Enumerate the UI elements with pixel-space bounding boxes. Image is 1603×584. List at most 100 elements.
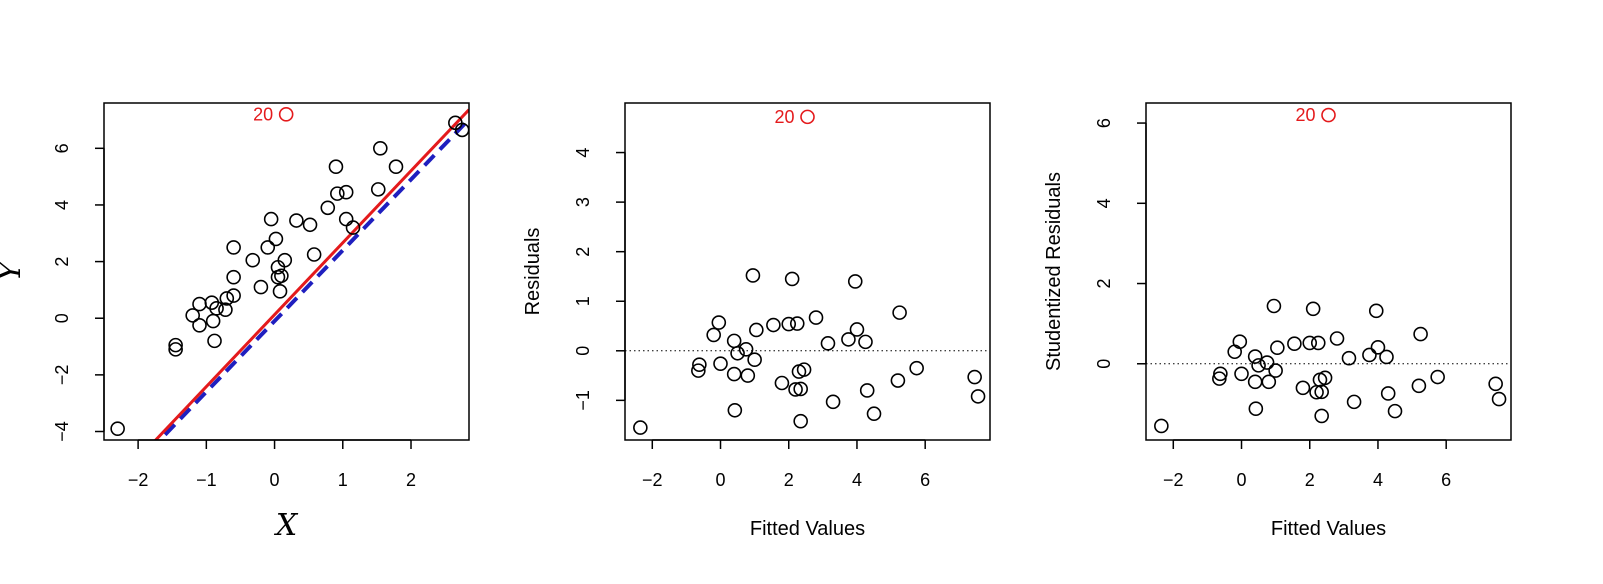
data-point <box>226 269 241 285</box>
data-point <box>1329 331 1345 346</box>
y-tick-label: 1 <box>573 296 593 306</box>
data-point <box>1259 355 1275 370</box>
x-tick-label: 1 <box>338 470 348 490</box>
data-point <box>1314 408 1329 424</box>
data-point <box>793 413 808 429</box>
data-point <box>1154 418 1169 434</box>
data-point <box>738 342 754 357</box>
data-point <box>711 315 727 330</box>
y-tick-label: 2 <box>52 257 72 267</box>
y-tick-label: −2 <box>52 365 72 386</box>
y-tick-label: 0 <box>52 313 72 323</box>
data-point <box>338 184 354 200</box>
data-point <box>1368 303 1384 319</box>
y-tick-label: 6 <box>1094 118 1114 128</box>
data-point <box>1380 386 1396 401</box>
data-point <box>330 186 345 201</box>
data-point <box>1491 391 1507 407</box>
x-tick-label: −2 <box>642 470 663 490</box>
x-tick-label: 4 <box>852 470 862 490</box>
x-tick-label: 2 <box>406 470 416 490</box>
data-point <box>866 406 882 422</box>
outlier-label: 20 <box>253 104 273 124</box>
panel-3: 20 −2 0 2 4 6 0 2 4 6 Fitted Values Studentized Res… <box>1043 102 1512 540</box>
outlier-label: 20 <box>774 107 794 127</box>
data-point <box>1430 369 1445 385</box>
data-point <box>1266 298 1282 314</box>
data-point <box>692 357 707 372</box>
data-point <box>345 220 361 235</box>
data-point <box>302 217 318 233</box>
data-point <box>730 345 745 361</box>
data-point <box>207 333 222 349</box>
data-point <box>774 375 790 391</box>
data-point <box>796 362 812 377</box>
data-point <box>1232 334 1248 350</box>
data-point <box>274 268 289 284</box>
data-point <box>1362 347 1377 363</box>
x-tick-label: −2 <box>1163 470 1184 490</box>
data-point <box>892 305 907 320</box>
y-tick-label: 4 <box>1094 198 1114 208</box>
data-point <box>970 389 986 404</box>
data-point <box>749 322 764 338</box>
y-axis-title: Studentized Residuals <box>1043 172 1065 371</box>
data-point <box>740 368 756 383</box>
data-point <box>1261 374 1277 390</box>
data-point <box>1213 366 1228 382</box>
data-point <box>849 322 865 337</box>
data-point <box>277 252 293 268</box>
y-tick-label: 4 <box>573 148 593 158</box>
data-point <box>793 381 808 397</box>
x-tick-label: 0 <box>716 470 726 490</box>
data-point <box>847 274 863 289</box>
data-point <box>338 211 354 227</box>
data-point <box>373 141 388 156</box>
data-point <box>825 394 841 410</box>
y-tick-label: 6 <box>52 143 72 153</box>
data-point <box>320 200 336 216</box>
data-point <box>726 333 742 349</box>
data-point <box>789 316 805 331</box>
data-point <box>1317 370 1333 386</box>
data-point <box>226 240 241 255</box>
data-point <box>263 211 279 227</box>
data-point <box>1387 403 1403 419</box>
data-point <box>192 318 207 333</box>
x-tick-label: 2 <box>784 470 794 490</box>
outlier-point <box>800 109 815 125</box>
y-tick-label: −4 <box>52 421 72 442</box>
data-point <box>110 421 125 436</box>
outlier-label: 20 <box>1295 105 1315 125</box>
data-point <box>260 240 276 255</box>
data-point <box>1310 335 1326 351</box>
y-tick-label: 0 <box>1094 359 1114 369</box>
data-point <box>967 369 982 385</box>
data-point <box>289 213 304 228</box>
data-point <box>268 231 284 247</box>
data-point <box>706 327 721 343</box>
data-point <box>1346 394 1362 410</box>
data-point <box>745 268 761 283</box>
data-point <box>1270 340 1285 356</box>
data-point <box>1314 384 1329 400</box>
data-point <box>328 159 344 175</box>
fit-line <box>153 108 469 440</box>
data-point <box>713 356 728 371</box>
data-point <box>1247 374 1263 390</box>
y-tick-label: −1 <box>573 390 593 411</box>
data-point <box>245 252 261 268</box>
y-tick-label: 0 <box>573 346 593 356</box>
data-point <box>788 382 803 397</box>
data-point <box>168 342 183 357</box>
panel-2: 20 −2 0 2 4 6 −1 0 1 2 3 4 Fitted Values Residuals <box>522 102 991 540</box>
data-point <box>1379 349 1394 365</box>
data-point <box>727 402 743 418</box>
data-point <box>226 288 241 303</box>
data-point <box>781 316 797 332</box>
x-tick-label: −2 <box>128 470 149 490</box>
data-point <box>1488 376 1503 392</box>
outlier-point <box>278 107 294 122</box>
data-point <box>168 337 183 353</box>
data-point <box>306 247 322 262</box>
